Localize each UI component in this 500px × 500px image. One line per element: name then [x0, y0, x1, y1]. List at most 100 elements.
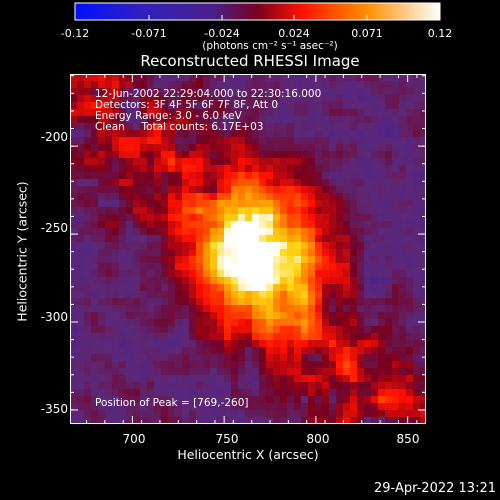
heatmap-cell [406, 81, 414, 89]
heatmap-cell [182, 151, 190, 159]
heatmap-cell [413, 249, 421, 257]
colorbar [74, 2, 441, 21]
heatmap-cell [98, 74, 106, 82]
heatmap-cell [252, 270, 260, 278]
heatmap-cell [273, 172, 281, 180]
heatmap-cell [322, 200, 330, 208]
heatmap-cell [224, 179, 232, 187]
heatmap-cell [182, 326, 190, 334]
heatmap-cell [217, 410, 225, 418]
heatmap-cell [252, 375, 260, 383]
heatmap-cell [308, 312, 316, 320]
heatmap-cell [280, 368, 288, 376]
heatmap-cell [70, 137, 78, 145]
heatmap-cell [420, 116, 426, 124]
heatmap-cell [259, 326, 267, 334]
heatmap-cell [112, 102, 120, 110]
heatmap-cell [196, 284, 204, 292]
heatmap-cell [161, 81, 169, 89]
heatmap-cell [336, 340, 344, 348]
heatmap-cell [231, 158, 239, 166]
heatmap-cell [343, 326, 351, 334]
heatmap-cell [399, 396, 407, 404]
heatmap-cell [420, 74, 426, 82]
heatmap-cell [91, 109, 99, 117]
heatmap-cell [329, 249, 337, 257]
heatmap-cell [70, 102, 78, 110]
heatmap-cell [231, 151, 239, 159]
heatmap-cell [252, 74, 260, 82]
heatmap-cell [147, 130, 155, 138]
heatmap-cell [385, 340, 393, 348]
heatmap-cell [343, 298, 351, 306]
heatmap-cell [399, 186, 407, 194]
heatmap-cell [336, 144, 344, 152]
heatmap-cell [231, 326, 239, 334]
heatmap-cell [385, 291, 393, 299]
heatmap-cell [231, 340, 239, 348]
heatmap-cell [357, 74, 365, 82]
heatmap-cell [406, 165, 414, 173]
heatmap-cell [203, 326, 211, 334]
heatmap-cell [245, 116, 253, 124]
heatmap-cell [147, 270, 155, 278]
heatmap-cell [343, 193, 351, 201]
heatmap-cell [322, 123, 330, 131]
heatmap-cell [399, 270, 407, 278]
heatmap-cell [266, 207, 274, 215]
heatmap-cell [77, 186, 85, 194]
heatmap-cell [161, 165, 169, 173]
heatmap-cell [196, 403, 204, 411]
heatmap-cell [203, 81, 211, 89]
heatmap-cell [336, 347, 344, 355]
heatmap-cell [322, 368, 330, 376]
heatmap-cell [238, 74, 246, 82]
heatmap-cell [238, 263, 246, 271]
heatmap-cell [154, 200, 162, 208]
heatmap-cell [203, 179, 211, 187]
heatmap-cell [189, 417, 197, 424]
heatmap-cell [273, 123, 281, 131]
heatmap-cell [217, 165, 225, 173]
heatmap-cell [350, 207, 358, 215]
heatmap-cell [385, 123, 393, 131]
heatmap-cell [336, 291, 344, 299]
heatmap-cell [308, 284, 316, 292]
heatmap-cell [245, 347, 253, 355]
heatmap-cell [336, 123, 344, 131]
heatmap-cell [392, 228, 400, 236]
heatmap-cell [371, 410, 379, 418]
heatmap-cell [245, 165, 253, 173]
heatmap-cell [273, 165, 281, 173]
heatmap-cell [217, 179, 225, 187]
heatmap-cell [315, 396, 323, 404]
heatmap-cell [168, 382, 176, 390]
heatmap-cell [294, 256, 302, 264]
heatmap-cell [378, 172, 386, 180]
heatmap-cell [91, 95, 99, 103]
heatmap-cell [364, 88, 372, 96]
heatmap-cell [343, 158, 351, 166]
heatmap-cell [413, 165, 421, 173]
heatmap-cell [308, 116, 316, 124]
heatmap-cell [168, 144, 176, 152]
heatmap-cell [399, 389, 407, 397]
heatmap-cell [119, 207, 127, 215]
heatmap-cell [280, 95, 288, 103]
heatmap-cell [392, 417, 400, 424]
heatmap-cell [203, 284, 211, 292]
heatmap-cell [91, 270, 99, 278]
heatmap-cell [112, 382, 120, 390]
heatmap-cell [385, 165, 393, 173]
heatmap-cell [392, 305, 400, 313]
heatmap-cell [364, 354, 372, 362]
x-tick-label: 800 [306, 432, 330, 446]
heatmap-cell [98, 165, 106, 173]
heatmap-cell [315, 347, 323, 355]
heatmap-cell [98, 340, 106, 348]
heatmap-cell [182, 214, 190, 222]
heatmap-cell [119, 389, 127, 397]
heatmap-cell [420, 95, 426, 103]
heatmap-cell [70, 410, 78, 418]
heatmap-cell [259, 228, 267, 236]
